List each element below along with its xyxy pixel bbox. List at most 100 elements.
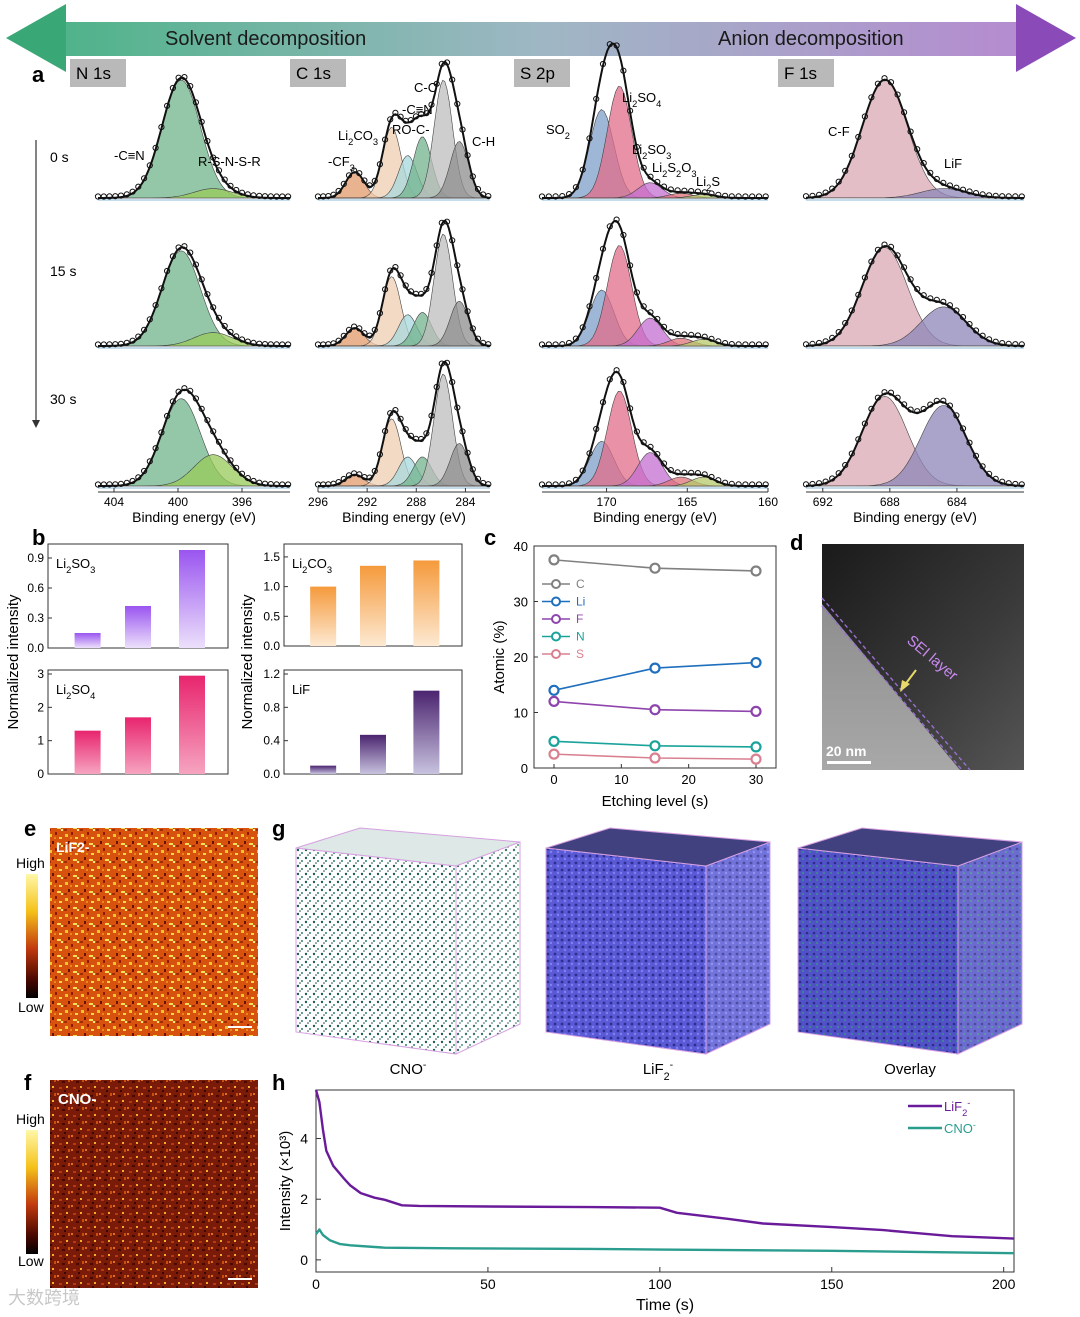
spectrum-title-box-3 bbox=[778, 59, 834, 87]
data-point-2-1-42 bbox=[633, 289, 641, 296]
data-point-1-1-27 bbox=[361, 330, 368, 337]
panel-b-ylabel-left: Normalized intensity bbox=[5, 594, 22, 730]
peak-0-1-0 bbox=[98, 250, 290, 347]
data-point-0-2-81 bbox=[250, 477, 257, 485]
depth-ytick-label-0: 0 bbox=[300, 1252, 308, 1268]
cube-front-face-1 bbox=[545, 847, 707, 1055]
atomic-point-S-0 bbox=[548, 748, 560, 760]
data-point-2-1-3 bbox=[545, 341, 552, 348]
data-point-3-2-60 bbox=[933, 397, 940, 404]
atomic-xtick-label-3: 30 bbox=[749, 772, 763, 787]
data-point-2-0-63 bbox=[681, 187, 688, 194]
data-point-1-2-87 bbox=[464, 449, 471, 456]
atomic-ytick-label-1: 10 bbox=[514, 706, 528, 721]
data-point-0-2-0 bbox=[94, 481, 102, 488]
data-point-3-2-39 bbox=[887, 389, 895, 396]
sei-arrow-icon bbox=[900, 680, 910, 692]
bar-3-0 bbox=[310, 765, 337, 774]
data-point-2-1-72 bbox=[701, 333, 708, 340]
data-point-1-0-45 bbox=[392, 109, 399, 116]
data-point-2-1-63 bbox=[681, 331, 688, 338]
data-point-0-1-9 bbox=[112, 341, 119, 348]
data-point-2-2-81 bbox=[722, 479, 729, 486]
data-point-2-1-81 bbox=[722, 340, 729, 347]
data-point-3-0-18 bbox=[842, 167, 849, 174]
data-point-1-0-57 bbox=[412, 113, 420, 120]
depth-xlabel: Time (s) bbox=[636, 1297, 694, 1314]
data-point-3-0-93 bbox=[1005, 193, 1012, 200]
data-point-2-1-39 bbox=[627, 262, 634, 269]
decomposition-banner: Solvent decomposition Anion decompositio… bbox=[6, 4, 1076, 72]
data-point-0-0-9 bbox=[112, 193, 119, 200]
data-point-2-0-21 bbox=[586, 135, 593, 142]
data-point-2-1-93 bbox=[749, 341, 756, 348]
data-point-2-0-90 bbox=[742, 193, 749, 200]
data-point-3-0-39 bbox=[887, 79, 895, 86]
data-point-2-2-15 bbox=[572, 476, 580, 483]
data-point-3-0-72 bbox=[959, 186, 967, 193]
data-point-3-1-78 bbox=[972, 327, 980, 334]
left-arrow-head-icon bbox=[6, 4, 66, 72]
data-point-0-0-42 bbox=[175, 74, 182, 81]
data-point-3-1-72 bbox=[959, 314, 967, 321]
data-point-3-0-15 bbox=[835, 178, 842, 185]
data-point-1-2-63 bbox=[423, 430, 430, 437]
data-point-2-0-9 bbox=[559, 193, 566, 200]
atomic-point-N-0 bbox=[548, 735, 560, 747]
data-point-1-0-99 bbox=[485, 193, 492, 200]
data-point-3-1-75 bbox=[966, 321, 973, 328]
spectrum-title-1: C 1s bbox=[296, 64, 331, 83]
data-point-0-2-57 bbox=[204, 417, 211, 424]
panel-letter-f: f bbox=[24, 1070, 32, 1095]
data-point-0-1-78 bbox=[244, 338, 251, 345]
data-point-0-2-21 bbox=[135, 474, 142, 481]
data-point-0-0-0 bbox=[94, 193, 102, 200]
depth-ytick-label-2: 4 bbox=[300, 1131, 308, 1147]
envelope-1-0 bbox=[318, 60, 491, 199]
cno-scale-bar bbox=[228, 1278, 252, 1280]
data-point-2-0-66 bbox=[688, 188, 695, 195]
data-point-3-2-6 bbox=[816, 480, 823, 487]
data-point-2-2-75 bbox=[708, 473, 715, 481]
data-point-3-0-51 bbox=[914, 146, 921, 153]
atomic-chart-frame bbox=[533, 545, 777, 769]
data-point-2-1-87 bbox=[735, 341, 742, 348]
data-point-2-0-54 bbox=[660, 183, 668, 190]
depth-xtick-label-1: 50 bbox=[480, 1276, 496, 1292]
spectrum-tick-label-0-2: 396 bbox=[232, 495, 252, 509]
data-point-1-0-69 bbox=[433, 80, 440, 87]
data-point-2-1-30 bbox=[606, 223, 613, 230]
data-point-2-2-3 bbox=[545, 481, 552, 488]
data-point-1-0-90 bbox=[469, 173, 476, 180]
data-point-0-0-78 bbox=[244, 191, 251, 198]
data-point-3-2-51 bbox=[914, 408, 921, 415]
data-point-0-2-39 bbox=[169, 398, 176, 405]
data-point-0-0-60 bbox=[210, 154, 217, 161]
atomic-point-C-0 bbox=[548, 554, 560, 566]
data-point-3-0-60 bbox=[933, 175, 940, 183]
data-point-3-1-42 bbox=[894, 252, 901, 259]
bar-chart-label-3: LiF bbox=[292, 682, 310, 697]
data-point-3-2-72 bbox=[959, 425, 967, 432]
data-point-2-1-18 bbox=[579, 324, 586, 331]
spectrum-tick-label-3-1: 688 bbox=[880, 495, 900, 509]
data-point-0-2-36 bbox=[164, 412, 171, 420]
data-point-1-1-69 bbox=[433, 242, 440, 249]
data-point-1-2-51 bbox=[402, 426, 409, 433]
atomic-point-S-2 bbox=[750, 753, 762, 765]
data-point-0-2-72 bbox=[233, 464, 240, 471]
data-point-1-0-9 bbox=[330, 191, 337, 198]
data-point-2-2-57 bbox=[667, 467, 674, 474]
data-point-0-0-66 bbox=[221, 176, 228, 183]
data-point-0-1-72 bbox=[233, 333, 240, 340]
data-point-2-0-69 bbox=[694, 188, 702, 195]
data-point-0-0-45 bbox=[181, 74, 188, 81]
data-point-2-1-9 bbox=[559, 341, 566, 348]
data-point-0-1-12 bbox=[117, 340, 125, 347]
data-point-2-1-60 bbox=[674, 331, 681, 338]
data-point-1-0-12 bbox=[335, 187, 342, 195]
bar-0-1 bbox=[125, 606, 151, 648]
data-point-1-2-69 bbox=[433, 383, 440, 391]
panel-letter-e: e bbox=[24, 816, 36, 841]
